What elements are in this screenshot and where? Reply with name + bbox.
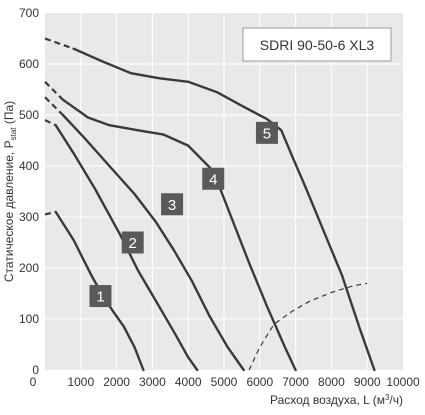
- x-tick-label: 1000: [67, 375, 94, 389]
- legend-box: SDRI 90-50-6 XL3: [242, 27, 392, 62]
- efficiency-boundary: [248, 282, 368, 371]
- curve-badge-1: [89, 285, 112, 308]
- curve-2: [54, 124, 199, 372]
- x-tick-label: 3000: [139, 375, 166, 389]
- x-tick-label: 5000: [211, 375, 238, 389]
- y-tick-label: 700: [19, 6, 39, 20]
- curve-badge-label-1: 1: [96, 289, 104, 306]
- y-tick-label: 400: [19, 159, 39, 173]
- curve-badge-label-3: 3: [168, 197, 176, 214]
- curve-badge-label-2: 2: [129, 235, 137, 252]
- x-tick-label: 7000: [282, 375, 309, 389]
- curve-4: [61, 98, 297, 372]
- x-tick-label: 2000: [103, 375, 130, 389]
- curve-3-dashed-segment: [44, 96, 64, 116]
- x-tick-label: 9000: [354, 375, 381, 389]
- x-axis-title: Расход воздуха, L (м3/ч): [270, 393, 403, 407]
- y-tick-label: 500: [19, 108, 39, 122]
- y-tick-label: 300: [19, 210, 39, 224]
- x-tick-label: 0: [30, 375, 37, 389]
- curve-4-dashed-segment: [44, 81, 64, 101]
- curve-badge-5: [255, 121, 278, 144]
- curve-1-dashed-segment: [44, 210, 56, 216]
- efficiency-boundary-line: [248, 282, 368, 371]
- y-tick-label: 0: [32, 363, 39, 377]
- gridlines: [45, 13, 403, 370]
- y-axis-title: Статическое давление, Pstat (Па): [2, 101, 18, 282]
- curve-5: [72, 47, 376, 372]
- curve-3: [61, 113, 245, 372]
- curve-badge-4: [202, 167, 225, 190]
- model-label: SDRI 90-50-6 XL3: [260, 37, 375, 53]
- curve-badge-label-4: 4: [209, 171, 217, 188]
- y-tick-label: 600: [19, 57, 39, 71]
- y-tick-label: 200: [19, 261, 39, 275]
- curve-badge-2: [121, 231, 144, 254]
- curve-badges: 1 2 3 4 5: [89, 121, 278, 308]
- x-tick-label: 4000: [175, 375, 202, 389]
- y-tick-label: 100: [19, 312, 39, 326]
- curve-badge-3: [161, 193, 184, 216]
- curve-2-dashed-segment: [44, 119, 57, 127]
- tick-labels: 0 1000 2000 3000 4000 5000 6000 7000 8000 9000 100…: [19, 6, 420, 389]
- curve-badge-label-5: 5: [263, 125, 271, 142]
- x-tick-label: 6000: [246, 375, 273, 389]
- curve-5-dashed-segment: [44, 37, 74, 50]
- x-tick-label: 10000: [386, 375, 420, 389]
- x-tick-label: 8000: [318, 375, 345, 389]
